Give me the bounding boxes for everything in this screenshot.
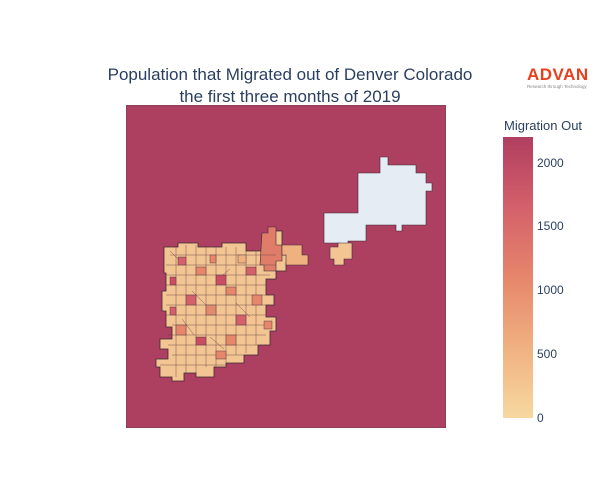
tract-patch bbox=[209, 254, 217, 264]
logo-wordmark: ADVAN bbox=[527, 65, 589, 84]
tract-patch bbox=[175, 324, 187, 336]
tract-patches bbox=[169, 254, 273, 360]
advan-logo: ADVAN Research through Technology bbox=[527, 66, 597, 90]
chart-title-line-2: the first three months of 2019 bbox=[179, 87, 401, 106]
tract-patch bbox=[225, 286, 237, 296]
tract-patch bbox=[195, 266, 207, 276]
tract-patch bbox=[195, 336, 207, 346]
tract-patch bbox=[225, 334, 237, 346]
tract-patch bbox=[245, 266, 257, 276]
tract-patch bbox=[215, 274, 227, 286]
tract-patch bbox=[237, 254, 247, 264]
chart-title-line-1: Population that Migrated out of Denver C… bbox=[107, 65, 473, 84]
colorbar-tick-label: 0 bbox=[537, 411, 544, 425]
logo-tagline: Research through Technology bbox=[527, 84, 587, 89]
map-plot bbox=[126, 105, 446, 428]
tract-patch bbox=[169, 276, 177, 286]
colorbar bbox=[503, 137, 533, 418]
tract-patch bbox=[169, 306, 177, 316]
colorbar-tick-label: 500 bbox=[537, 347, 558, 362]
colorbar-tick-label: 2000 bbox=[537, 155, 564, 170]
tract-patch bbox=[263, 320, 273, 330]
tract-patch bbox=[177, 256, 187, 266]
colorbar-tick-label: 1500 bbox=[537, 219, 564, 234]
tract-patch bbox=[185, 294, 197, 306]
eastern-strip bbox=[281, 244, 309, 266]
tract-patch bbox=[251, 294, 263, 306]
colorbar-title: Migration Out bbox=[504, 118, 583, 133]
airport-region bbox=[323, 156, 433, 248]
tract-patch bbox=[205, 304, 217, 316]
chart-title: Population that Migrated out of Denver C… bbox=[40, 64, 540, 108]
eastern-fragment bbox=[329, 242, 353, 266]
tract-patch bbox=[235, 314, 247, 326]
tract-patch bbox=[215, 350, 227, 360]
colorbar-tick-label: 1000 bbox=[537, 283, 564, 298]
colorbar-gradient bbox=[503, 137, 533, 418]
